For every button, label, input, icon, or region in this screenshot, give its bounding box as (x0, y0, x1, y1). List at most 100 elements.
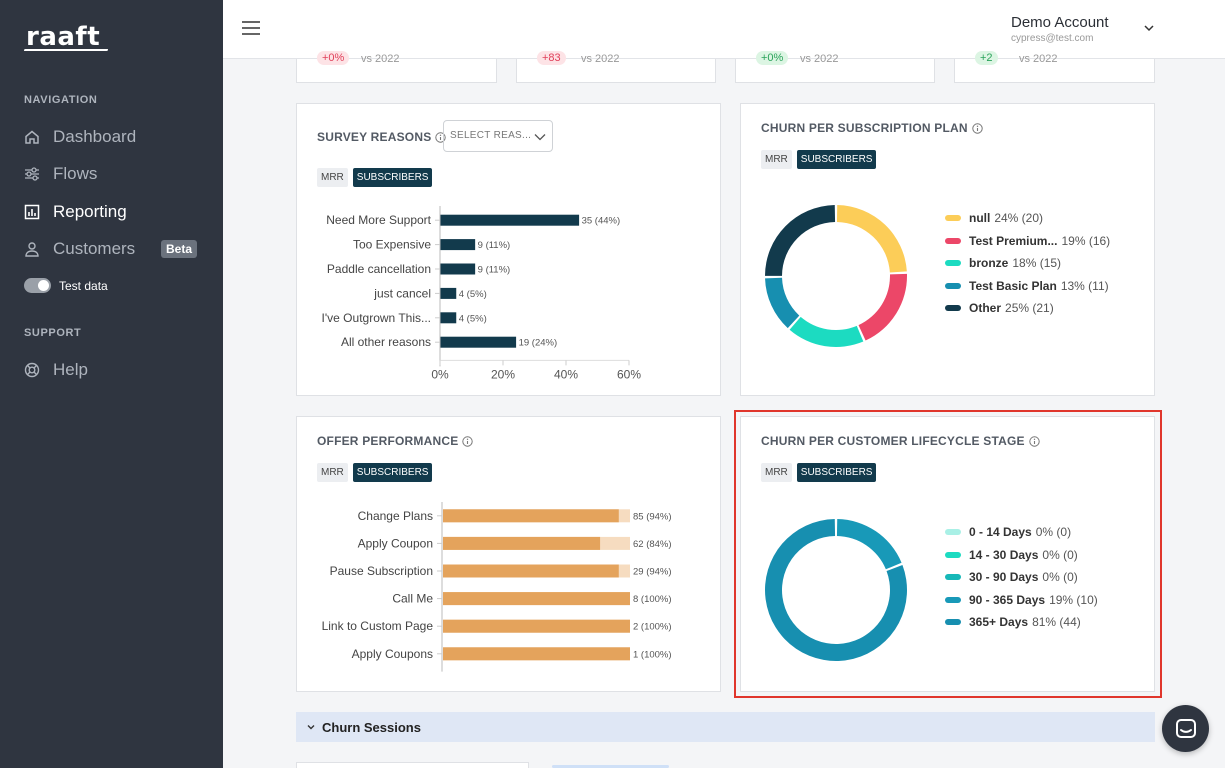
legend-value: 24% (20) (994, 211, 1044, 226)
bar (440, 287, 457, 299)
mrr-toggle-button[interactable]: MRR (761, 463, 792, 482)
bar (440, 214, 580, 226)
chevron-down-icon (307, 725, 315, 730)
chevron-down-icon[interactable] (1143, 22, 1155, 34)
info-icon[interactable] (1029, 435, 1040, 447)
sidebar-item-customers[interactable]: Customers (24, 239, 135, 259)
data-label: 8 (100%) (633, 594, 672, 605)
card-title: CHURN PER SUBSCRIPTION PLAN (761, 121, 983, 135)
legend-item[interactable]: 365+ Days 81% (44) (945, 611, 1098, 634)
subscribers-toggle-button[interactable]: SUBSCRIBERS (796, 463, 877, 482)
sidebar: raaft NAVIGATION Dashboard Flows Reporti… (0, 0, 223, 768)
legend-value: 18% (15) (1012, 256, 1062, 271)
info-icon[interactable] (972, 122, 983, 134)
subscribers-toggle-button[interactable]: SUBSCRIBERS (352, 168, 433, 187)
slice (858, 273, 907, 341)
sidebar-item-dashboard[interactable]: Dashboard (24, 127, 136, 147)
category-label: Pause Subscription (330, 564, 433, 578)
legend-swatch (945, 596, 961, 603)
category-label: All other reasons (341, 335, 431, 349)
slice (765, 277, 800, 329)
data-label: 1 (100%) (633, 649, 672, 660)
legend-swatch (945, 305, 961, 312)
legend-item[interactable]: Test Premium... 19% (16) (945, 230, 1110, 253)
legend-swatch (945, 237, 961, 244)
x-tick-label: 20% (491, 367, 515, 381)
sidebar-item-help[interactable]: Help (24, 360, 88, 380)
legend-label: Other (969, 301, 1002, 316)
legend-item[interactable]: Test Basic Plan 13% (11) (945, 275, 1110, 298)
reason-select[interactable]: SELECT REAS... (443, 120, 553, 152)
partial-tab-indicator (552, 765, 669, 768)
stat-comparison: vs 2022 (361, 53, 400, 65)
lifebuoy-icon (24, 362, 40, 378)
beta-badge: Beta (161, 240, 198, 258)
account-name[interactable]: Demo Account (1011, 14, 1109, 31)
legend-item[interactable]: 14 - 30 Days 0% (0) (945, 544, 1098, 567)
stat-comparison: vs 2022 (581, 53, 620, 65)
info-icon[interactable] (435, 131, 447, 143)
metric-toggle[interactable]: MRR SUBSCRIBERS (761, 150, 877, 169)
churn-plan-title: CHURN PER SUBSCRIPTION PLAN (761, 121, 968, 135)
x-tick-label: 60% (617, 367, 641, 381)
legend-item[interactable]: 0 - 14 Days 0% (0) (945, 521, 1098, 544)
slice (789, 316, 864, 347)
metric-toggle[interactable]: MRR SUBSCRIBERS (317, 168, 433, 187)
home-icon (24, 129, 40, 145)
top-bar: Demo Account cypress@test.com (223, 0, 1225, 59)
data-label: 4 (5%) (459, 289, 487, 300)
sidebar-item-reporting[interactable]: Reporting (24, 202, 127, 222)
legend-item[interactable]: 90 - 365 Days 19% (10) (945, 589, 1098, 612)
mrr-toggle-button[interactable]: MRR (761, 150, 792, 169)
partial-card (296, 762, 529, 768)
churn-sessions-accordion[interactable]: Churn Sessions (296, 712, 1155, 742)
legend-item[interactable]: bronze 18% (15) (945, 252, 1110, 275)
category-label: Apply Coupon (358, 536, 433, 550)
churn-lifecycle-legend: 0 - 14 Days 0% (0) 14 - 30 Days 0% (0) 30 - … (945, 521, 1098, 634)
data-label: 4 (5%) (459, 313, 487, 324)
legend-label: 30 - 90 Days (969, 570, 1039, 585)
hamburger-menu-icon[interactable] (242, 21, 260, 35)
sliders-icon (24, 166, 40, 182)
legend-item[interactable]: null 24% (20) (945, 207, 1110, 230)
legend-label: Test Basic Plan (969, 278, 1057, 293)
data-label: 85 (94%) (633, 511, 672, 522)
stat-change-pill: +2 (975, 51, 998, 65)
legend-item[interactable]: Other 25% (21) (945, 297, 1110, 320)
test-data-toggle[interactable] (24, 278, 51, 293)
sidebar-item-flows[interactable]: Flows (24, 164, 97, 184)
legend-label: 90 - 365 Days (969, 592, 1046, 607)
legend-swatch (945, 260, 961, 267)
stat-change-pill: +83 (537, 51, 566, 65)
mrr-toggle-button[interactable]: MRR (317, 463, 348, 482)
raaft-logo[interactable]: raaft (26, 22, 101, 52)
metric-toggle[interactable]: MRR SUBSCRIBERS (761, 463, 877, 482)
bar (443, 564, 619, 578)
bar (443, 509, 619, 523)
legend-value: 19% (10) (1049, 592, 1098, 607)
chart-icon (24, 204, 40, 220)
legend-item[interactable]: 30 - 90 Days 0% (0) (945, 566, 1098, 589)
test-data-label: Test data (59, 278, 108, 293)
category-label: Need More Support (326, 213, 431, 227)
navigation-heading: NAVIGATION (24, 94, 98, 106)
metric-toggle[interactable]: MRR SUBSCRIBERS (317, 463, 433, 482)
card-title: OFFER PERFORMANCE (317, 434, 474, 448)
legend-value: 0% (0) (1042, 570, 1078, 585)
offer-performance-card: OFFER PERFORMANCE MRR SUBSCRIBERS Change… (296, 416, 721, 692)
legend-value: 0% (0) (1035, 525, 1072, 540)
offer-performance-chart: Change Plans 85 (94%) Apply Coupon 62 (84%)… (322, 502, 672, 672)
logo-swoosh (23, 49, 109, 51)
card-title: SURVEY REASONS (317, 130, 447, 144)
churn-plan-card: CHURN PER SUBSCRIPTION PLAN MRR SUBSCRIB… (740, 103, 1155, 396)
bar (440, 312, 457, 324)
subscribers-toggle-button[interactable]: SUBSCRIBERS (796, 150, 877, 169)
info-icon[interactable] (462, 435, 474, 447)
mrr-toggle-button[interactable]: MRR (317, 168, 348, 187)
churn-plan-donut (765, 205, 907, 347)
subscribers-toggle-button[interactable]: SUBSCRIBERS (352, 463, 433, 482)
chat-launcher-button[interactable] (1162, 705, 1209, 752)
bar (443, 536, 601, 550)
user-icon (24, 241, 40, 257)
test-data-toggle-row[interactable]: Test data (24, 278, 108, 293)
